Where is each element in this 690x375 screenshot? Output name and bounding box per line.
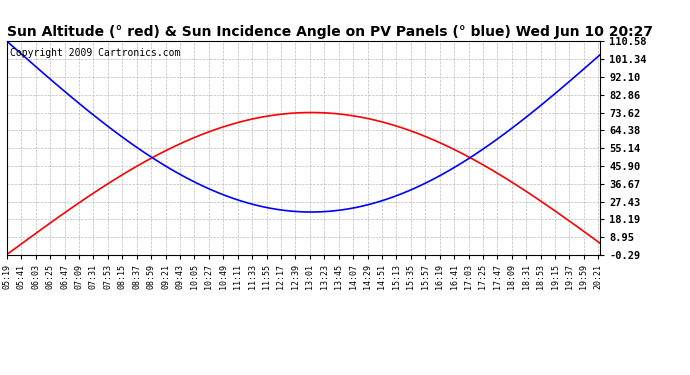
Text: Copyright 2009 Cartronics.com: Copyright 2009 Cartronics.com <box>10 48 180 58</box>
Text: Sun Altitude (° red) & Sun Incidence Angle on PV Panels (° blue) Wed Jun 10 20:2: Sun Altitude (° red) & Sun Incidence Ang… <box>7 25 653 39</box>
